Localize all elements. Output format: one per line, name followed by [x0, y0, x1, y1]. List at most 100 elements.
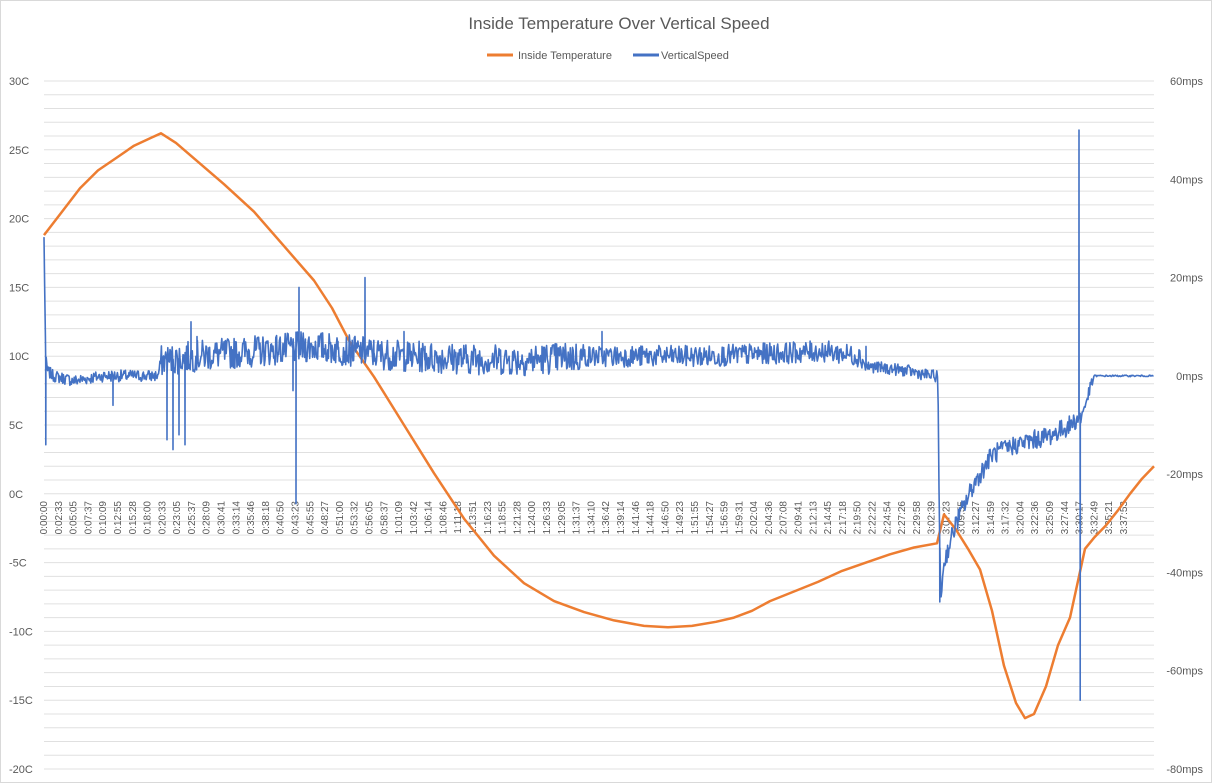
chart-title: Inside Temperature Over Vertical Speed [468, 14, 769, 33]
x-tick-label: 0:12:55 [113, 501, 124, 535]
y-right-tick-label: 0mps [1176, 371, 1203, 383]
y-left-tick-label: 0C [9, 489, 23, 501]
y-left-tick-label: 20C [9, 214, 29, 226]
x-tick-label: 0:43:23 [291, 501, 302, 535]
y-left-tick-label: -15C [9, 695, 33, 707]
x-tick-label: 0:45:55 [305, 501, 316, 535]
x-tick-label: 0:23:05 [172, 501, 183, 535]
y-left-tick-label: -10C [9, 626, 33, 638]
series-temperature [43, 132, 1155, 720]
x-tick-label: 1:51:55 [690, 501, 701, 535]
x-tick-label: 2:02:04 [749, 501, 760, 535]
x-tick-label: 1:13:51 [468, 501, 479, 535]
x-tick-label: 1:21:28 [512, 501, 523, 535]
x-tick-label: 3:02:39 [927, 501, 938, 535]
y-right-tick-label: -20mps [1166, 469, 1203, 481]
gridlines [44, 80, 1154, 770]
x-tick-label: 1:59:31 [734, 501, 745, 535]
x-tick-label: 1:01:09 [394, 501, 405, 535]
x-axis: 0:00:00 0:02:33 0:05:05 0:07:37 0:10:09 0:12:… [39, 501, 1130, 535]
x-tick-label: 1:41:46 [631, 501, 642, 535]
y-right-tick-label: 60mps [1170, 76, 1204, 88]
x-tick-label: 1:18:55 [498, 501, 509, 535]
x-tick-label: 0:51:00 [335, 501, 346, 535]
y-right-tick-label: -60mps [1166, 666, 1203, 678]
y-right-tick-label: 20mps [1170, 273, 1204, 285]
x-tick-label: 1:49:23 [675, 501, 686, 535]
temperature-line [43, 132, 1155, 720]
legend: Inside Temperature VerticalSpeed [487, 50, 729, 62]
x-tick-label: 3:09:55 [956, 501, 967, 535]
x-tick-label: 0:20:33 [157, 501, 168, 535]
x-tick-label: 1:54:27 [705, 501, 716, 535]
x-tick-label: 0:25:37 [187, 501, 198, 535]
y-left-tick-label: 15C [9, 282, 29, 294]
y-left-tick-label: 25C [9, 145, 29, 157]
x-tick-label: 0:58:37 [379, 501, 390, 535]
x-tick-label: 0:00:00 [39, 501, 50, 535]
x-tick-label: 1:11:18 [453, 501, 464, 534]
x-tick-label: 1:39:14 [616, 501, 627, 535]
x-tick-label: 2:14:45 [823, 501, 834, 535]
x-tick-label: 2:24:54 [882, 501, 893, 535]
x-tick-label: 3:22:36 [1030, 501, 1041, 535]
x-tick-label: 2:07:08 [779, 501, 790, 535]
y-left-tick-label: -5C [9, 558, 27, 570]
x-tick-label: 1:56:59 [720, 501, 731, 535]
legend-label-speed: VerticalSpeed [661, 50, 729, 62]
x-tick-label: 2:17:18 [838, 501, 849, 535]
y-axis-left: 30C 25C 20C 15C 10C 5C 0C -5C -10C -15C -20C [9, 76, 33, 776]
x-tick-label: 0:40:50 [276, 501, 287, 535]
x-tick-label: 1:03:42 [409, 501, 420, 535]
x-tick-label: 1:24:00 [527, 501, 538, 535]
x-tick-label: 0:53:32 [350, 501, 361, 535]
x-tick-label: 2:27:26 [897, 501, 908, 535]
x-tick-label: 1:31:37 [572, 501, 583, 535]
x-tick-label: 3:35:21 [1104, 501, 1115, 535]
x-tick-label: 0:02:33 [54, 501, 65, 535]
y-axis-right: 60mps 40mps 20mps 0mps -20mps -40mps -60mps -80… [1166, 76, 1203, 776]
x-tick-label: 0:38:18 [261, 501, 272, 535]
x-tick-label: 0:48:27 [320, 501, 331, 535]
vertical-speed-line [43, 129, 1154, 702]
x-tick-label: 3:25:09 [1045, 501, 1056, 535]
x-tick-label: 0:30:41 [217, 501, 228, 535]
y-right-tick-label: -80mps [1166, 764, 1203, 776]
x-tick-label: 2:19:50 [853, 501, 864, 535]
y-left-tick-label: 10C [9, 351, 29, 363]
x-tick-label: 3:20:04 [1015, 501, 1026, 535]
y-left-tick-label: -20C [9, 764, 33, 776]
x-tick-label: 2:04:36 [764, 501, 775, 535]
x-tick-label: 2:12:13 [808, 501, 819, 535]
y-left-tick-label: 30C [9, 76, 29, 88]
x-tick-label: 0:18:00 [143, 501, 154, 535]
x-tick-label: 0:05:05 [69, 501, 80, 535]
x-tick-label: 0:56:05 [364, 501, 375, 535]
y-right-tick-label: 40mps [1170, 174, 1204, 186]
x-tick-label: 0:07:37 [83, 501, 94, 535]
x-tick-label: 0:28:09 [202, 501, 213, 535]
x-tick-label: 1:26:33 [542, 501, 553, 535]
x-tick-label: 3:32:49 [1089, 501, 1100, 535]
x-tick-label: 2:09:41 [794, 501, 805, 535]
y-right-tick-label: -40mps [1166, 567, 1203, 579]
series-vertical-speed [43, 129, 1154, 702]
x-tick-label: 1:36:42 [601, 501, 612, 535]
x-tick-label: 0:15:28 [128, 501, 139, 535]
x-tick-label: 0:33:14 [231, 501, 242, 535]
legend-label-temperature: Inside Temperature [518, 50, 612, 62]
x-tick-label: 1:16:23 [483, 501, 494, 535]
x-tick-label: 3:37:53 [1119, 501, 1130, 535]
x-tick-label: 3:14:59 [986, 501, 997, 535]
x-tick-label: 3:27:44 [1060, 501, 1071, 535]
x-tick-label: 1:08:46 [438, 501, 449, 535]
y-left-tick-label: 5C [9, 420, 23, 432]
x-tick-label: 0:35:46 [246, 501, 257, 535]
x-tick-label: 0:10:09 [98, 501, 109, 535]
x-tick-label: 1:46:50 [660, 501, 671, 535]
x-tick-label: 3:12:27 [971, 501, 982, 535]
x-tick-label: 1:34:10 [586, 501, 597, 535]
x-tick-label: 2:29:58 [912, 501, 923, 535]
